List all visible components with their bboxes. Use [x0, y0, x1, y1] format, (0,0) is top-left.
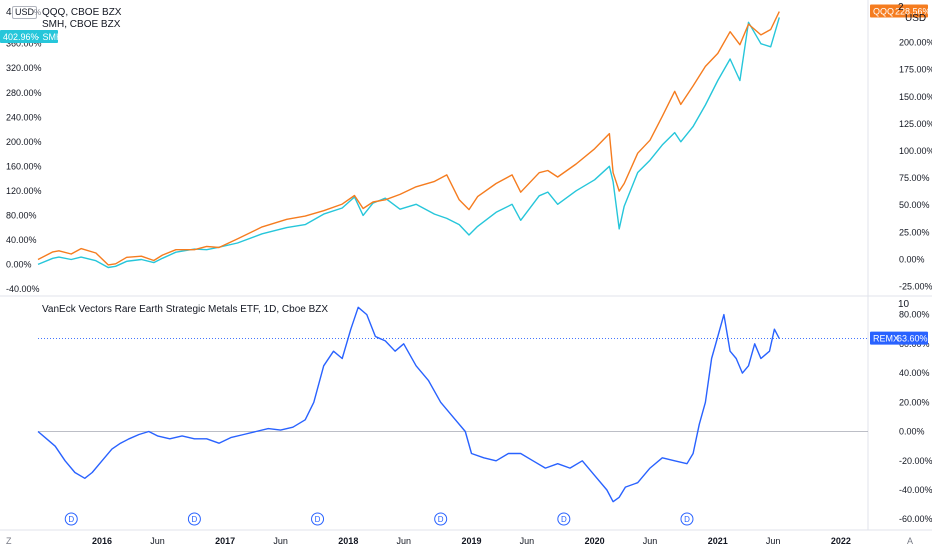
- left-axis-tick: 200.00%: [6, 137, 42, 147]
- smh-line[interactable]: [37, 17, 780, 269]
- dividend-marker-circle: [187, 512, 201, 526]
- right-axis-tick: 75.00%: [899, 173, 930, 183]
- right-axis-tick: 125.00%: [899, 119, 932, 129]
- remx-line[interactable]: [37, 306, 780, 503]
- qqq-price-value: 228.56%: [895, 7, 931, 17]
- right-currency-label: USD: [905, 13, 927, 24]
- right-axis-tick: 200.00%: [899, 38, 932, 48]
- left-axis-tick: 0.00%: [6, 259, 32, 269]
- right-axis-tick: -25.00%: [899, 282, 932, 292]
- time-axis-tick: Jun: [396, 536, 411, 546]
- remx-price-symbol: REMX: [873, 334, 899, 344]
- time-axis-tick: Jun: [150, 536, 165, 546]
- smh-price-label-bg: [0, 30, 58, 43]
- remx-axis-tick: 0.00%: [899, 427, 925, 437]
- left-axis-tick: 240.00%: [6, 112, 42, 122]
- right-axis-tick: 25.00%: [899, 227, 930, 237]
- dividend-marker-label: D: [684, 515, 690, 524]
- smh-price-label[interactable]: 402.96%· SMH: [0, 30, 63, 43]
- time-axis-tick: Jun: [766, 536, 781, 546]
- left-axis-tick: 120.00%: [6, 186, 42, 196]
- right-axis-top-stub: 2: [898, 2, 904, 13]
- currency-badge[interactable]: USD: [12, 6, 38, 19]
- remx-axis-tick: 80.00%: [899, 310, 930, 320]
- dividend-marker-circle: [311, 512, 325, 526]
- dividend-marker[interactable]: D: [680, 512, 694, 526]
- remx-axis-tick: -60.00%: [899, 514, 932, 524]
- time-axis-tick: 2016: [92, 536, 112, 546]
- dividend-marker-label: D: [438, 515, 444, 524]
- smh-price-value: 402.96%: [3, 32, 39, 42]
- smh-price-symbol: · SMH: [37, 32, 63, 42]
- dividend-marker-circle: [680, 512, 694, 526]
- dividend-marker-label: D: [561, 515, 567, 524]
- remx-price-value: 63.60%: [897, 334, 928, 344]
- percent-symbol: %: [34, 8, 42, 17]
- right-axis-tick: 175.00%: [899, 65, 932, 75]
- dividend-marker-label: D: [68, 515, 74, 524]
- legend-qqq-symbol: QQQ: [42, 7, 66, 18]
- time-axis-tick: Jun: [520, 536, 535, 546]
- left-axis-tick: 80.00%: [6, 210, 37, 220]
- right-axis-tick: 0.00%: [899, 254, 925, 264]
- left-axis-tick: -40.00%: [6, 284, 40, 294]
- time-axis-tick: 2021: [708, 536, 728, 546]
- corner-right-label[interactable]: A: [907, 536, 914, 546]
- time-axis-tick: 2022: [831, 536, 851, 546]
- time-axis-tick: Jun: [273, 536, 288, 546]
- dividend-marker[interactable]: D: [311, 512, 325, 526]
- axes-layer: 360.00% 320.00% 280.00% 240.00% 200.00% 160.0…: [6, 38, 932, 546]
- remx-axis-tick: -40.00%: [899, 485, 932, 495]
- time-axis-tick: 2017: [215, 536, 235, 546]
- remx-axis-tick: 40.00%: [899, 368, 930, 378]
- series-layer: [37, 11, 780, 503]
- right-axis-tick: 100.00%: [899, 146, 932, 156]
- time-axis-tick: Jun: [643, 536, 658, 546]
- dividend-marker[interactable]: D: [434, 512, 448, 526]
- legend-qqq-sep: ,: [65, 7, 71, 18]
- left-axis-tick: 40.00%: [6, 235, 37, 245]
- left-axis-stub: 4: [6, 7, 12, 18]
- left-axis-tick: 360.00%: [6, 39, 42, 49]
- qqq-price-label-bg: [870, 4, 928, 18]
- grid-layer: [0, 0, 932, 531]
- qqq-price-label[interactable]: QQQ 228.56%: [870, 4, 931, 18]
- dividend-marker-label: D: [315, 515, 321, 524]
- time-axis-tick: 2020: [585, 536, 605, 546]
- qqq-price-symbol: QQQ: [873, 7, 894, 17]
- dividend-marker-label: D: [192, 515, 198, 524]
- legend-smh-exchange: CBOE BZX: [69, 19, 121, 30]
- remx-price-label-bg: [870, 331, 928, 345]
- corner-left-label[interactable]: Z: [6, 536, 12, 546]
- dividend-marker-circle: [557, 512, 571, 526]
- dividend-marker-circle: [434, 512, 448, 526]
- time-axis-tick: 2018: [338, 536, 358, 546]
- legend-qqq[interactable]: QQQ, CBOE BZX: [42, 7, 121, 18]
- legend-smh-symbol: SMH: [42, 19, 65, 30]
- right-axis-tick: 150.00%: [899, 92, 932, 102]
- left-axis-tick: 160.00%: [6, 161, 42, 171]
- left-axis-tick: 320.00%: [6, 63, 42, 73]
- left-axis-tick: 280.00%: [6, 88, 42, 98]
- legend-smh-sep: ,: [64, 19, 70, 30]
- remx-title[interactable]: VanEck Vectors Rare Earth Strategic Meta…: [42, 304, 329, 315]
- dividend-marker[interactable]: D: [187, 512, 201, 526]
- remx-axis-tick: 20.00%: [899, 397, 930, 407]
- remx-axis-tick: -20.00%: [899, 456, 932, 466]
- legend-smh[interactable]: SMH, CBOE BZX: [42, 19, 120, 30]
- legend-qqq-exchange: CBOE BZX: [70, 7, 122, 18]
- qqq-line[interactable]: [37, 11, 780, 266]
- time-axis-tick: 2019: [461, 536, 481, 546]
- remx-axis-top-stub: 10: [898, 299, 910, 310]
- dividend-marker[interactable]: D: [64, 512, 78, 526]
- dividend-marker[interactable]: D: [557, 512, 571, 526]
- right-axis-tick: 50.00%: [899, 200, 930, 210]
- dividend-marker-circle: [64, 512, 78, 526]
